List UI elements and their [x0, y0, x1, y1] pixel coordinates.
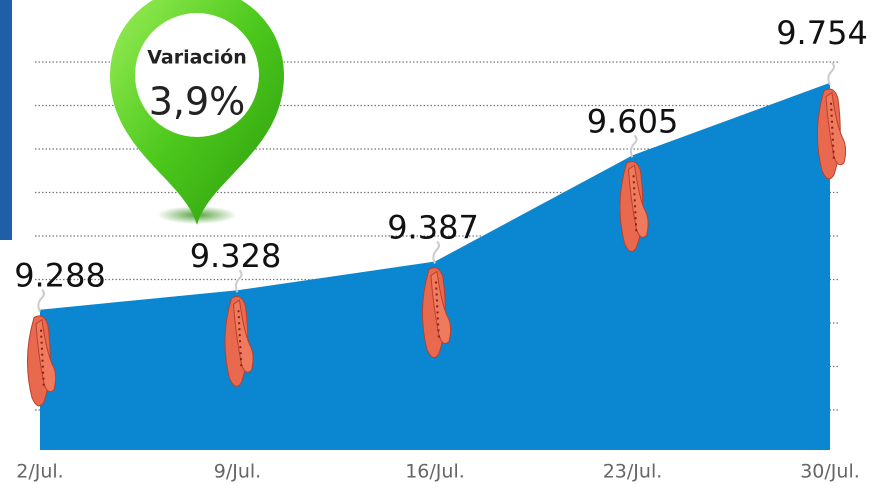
- x-tick-label: 23/Jul.: [603, 461, 663, 483]
- annotation-value: 3,9%: [149, 80, 246, 124]
- x-tick-label: 9/Jul.: [214, 461, 261, 483]
- x-tick-label: 2/Jul.: [16, 461, 63, 483]
- value-label: 9.328: [190, 237, 282, 275]
- sausage-hook: [828, 63, 834, 85]
- annotation-title: Variación: [147, 47, 247, 69]
- variation-pin: Variación 3,9%: [110, 0, 284, 225]
- side-strip: [0, 0, 12, 240]
- value-label: 9.387: [387, 209, 479, 247]
- x-tick-label: 30/Jul.: [800, 461, 860, 483]
- value-label: 9.605: [587, 102, 679, 140]
- sausage: [817, 63, 845, 179]
- value-label: 9.288: [14, 257, 106, 295]
- value-label: 9.754: [776, 14, 868, 52]
- x-tick-label: 16/Jul.: [405, 461, 465, 483]
- chart: 9.288 2/Jul. 9.328 9/Jul. 9.387 16/Jul. 9.605 2…: [0, 0, 885, 493]
